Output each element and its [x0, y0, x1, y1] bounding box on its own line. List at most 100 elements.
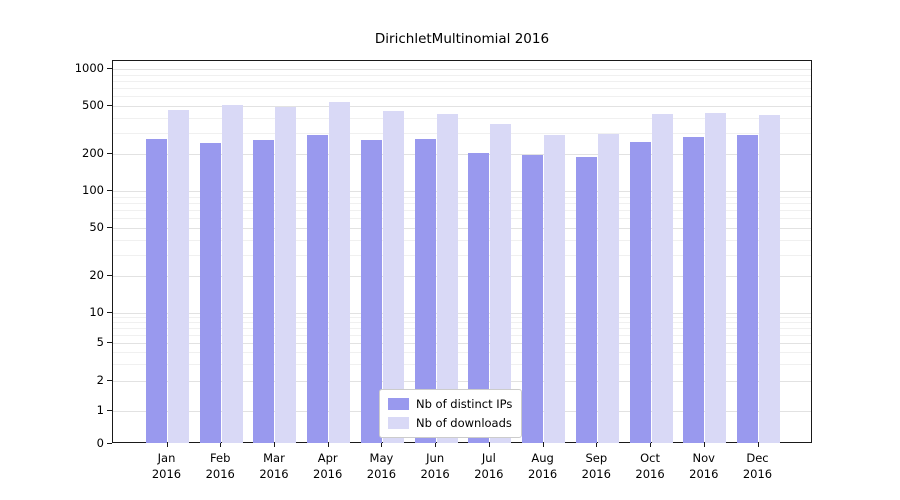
gridline-minor: [113, 254, 811, 256]
x-tick-label: May 2016: [366, 451, 397, 481]
y-tick-mark: [107, 226, 112, 228]
bar-downloads: [705, 113, 727, 443]
bar-downloads: [490, 123, 512, 443]
bar-distinct-ips: [199, 142, 221, 443]
gridline-minor: [113, 334, 811, 336]
x-tick-label: Nov 2016: [689, 451, 719, 481]
y-tick-mark: [107, 410, 112, 411]
legend-label-downloads: Nb of downloads: [416, 416, 512, 430]
y-tick-mark: [107, 68, 112, 69]
x-tick-mark: [220, 443, 222, 447]
y-tick-label: 50: [89, 219, 104, 234]
bar-downloads: [651, 113, 673, 443]
x-tick-label: Mar 2016: [259, 451, 289, 481]
x-tick-mark: [703, 443, 705, 447]
bar-downloads: [275, 107, 297, 443]
gridline-minor: [113, 322, 811, 324]
y-tick-label: 20: [89, 268, 104, 283]
x-tick-mark: [166, 443, 168, 447]
y-tick-label: 0: [96, 436, 104, 450]
gridline-major: [113, 227, 811, 229]
x-tick-mark: [273, 443, 275, 447]
gridline-major: [113, 154, 811, 156]
chart-title: DirichletMultinomial 2016: [374, 31, 550, 47]
gridline-minor: [113, 96, 811, 98]
gridline-minor: [113, 209, 811, 211]
y-tick-mark: [107, 104, 112, 106]
x-tick-mark: [435, 443, 437, 447]
x-tick-label: Jul 2016: [474, 451, 504, 481]
bar-downloads: [436, 113, 458, 443]
x-tick-mark: [542, 443, 544, 447]
bar-downloads: [329, 102, 351, 443]
gridline-major: [113, 276, 811, 278]
gridline-minor: [113, 117, 811, 119]
y-tick-label: 2: [96, 373, 104, 388]
bar-distinct-ips: [307, 134, 329, 443]
y-tick-label: 1: [96, 403, 104, 417]
gridline-minor: [113, 328, 811, 330]
gridline-minor: [113, 364, 811, 366]
gridline-major: [113, 342, 811, 344]
bar-distinct-ips: [414, 139, 436, 443]
gridline-minor: [113, 87, 811, 89]
x-tick-mark: [327, 443, 329, 447]
x-tick-mark: [381, 443, 383, 447]
x-tick-label: Feb 2016: [205, 451, 235, 481]
y-tick-label: 500: [82, 97, 104, 112]
gridline-major: [113, 69, 811, 70]
gridline-minor: [113, 218, 811, 220]
gridline-minor: [113, 351, 811, 353]
gridline-minor: [113, 239, 811, 241]
y-tick-mark: [107, 380, 112, 382]
bar-distinct-ips: [683, 137, 705, 443]
bar-distinct-ips: [522, 155, 544, 443]
x-tick-mark: [757, 443, 759, 447]
gridline-minor: [113, 74, 811, 76]
bar-distinct-ips: [468, 152, 490, 443]
x-tick-label: Sep 2016: [581, 451, 611, 481]
bar-downloads: [168, 110, 189, 443]
legend-swatch-distinct-ips: [388, 398, 409, 410]
gridline-major: [113, 105, 811, 107]
x-tick-mark: [488, 443, 490, 447]
y-tick-mark: [107, 312, 112, 313]
gridline-minor: [113, 196, 811, 198]
y-tick-mark: [107, 190, 112, 191]
gridline-minor: [113, 132, 811, 134]
x-tick-mark: [596, 443, 598, 447]
gridline-major: [113, 313, 811, 314]
legend-item-distinct-ips: Nb of distinct IPs: [388, 397, 512, 411]
legend-item-downloads: Nb of downloads: [388, 416, 512, 430]
bar-downloads: [544, 134, 566, 443]
bar-downloads: [221, 104, 243, 443]
bar-distinct-ips: [629, 142, 651, 443]
x-tick-mark: [650, 443, 652, 447]
x-tick-label: Jan 2016: [151, 451, 182, 481]
bar-distinct-ips: [253, 139, 275, 443]
gridline-minor: [113, 202, 811, 204]
bar-distinct-ips: [146, 139, 167, 443]
gridline-minor: [113, 317, 811, 319]
y-tick-label: 10: [89, 305, 104, 319]
bar-downloads: [382, 111, 404, 443]
bar-distinct-ips: [737, 134, 758, 443]
bar-downloads: [759, 114, 780, 443]
legend-swatch-downloads: [388, 417, 409, 429]
x-tick-label: Aug 2016: [527, 451, 558, 481]
y-tick-mark: [107, 443, 112, 444]
y-tick-label: 5: [96, 334, 104, 349]
x-tick-label: Apr 2016: [313, 451, 343, 481]
y-tick-mark: [107, 275, 112, 277]
gridline-minor: [113, 80, 811, 82]
x-tick-label: Oct 2016: [635, 451, 665, 481]
x-tick-label: Jun 2016: [420, 451, 450, 481]
bar-distinct-ips: [360, 139, 382, 443]
y-tick-label: 200: [82, 146, 104, 161]
gridline-major: [113, 381, 811, 383]
y-tick-label: 100: [82, 183, 104, 197]
bar-distinct-ips: [575, 156, 597, 443]
gridline-major: [113, 191, 811, 192]
y-tick-label: 1000: [74, 61, 104, 75]
